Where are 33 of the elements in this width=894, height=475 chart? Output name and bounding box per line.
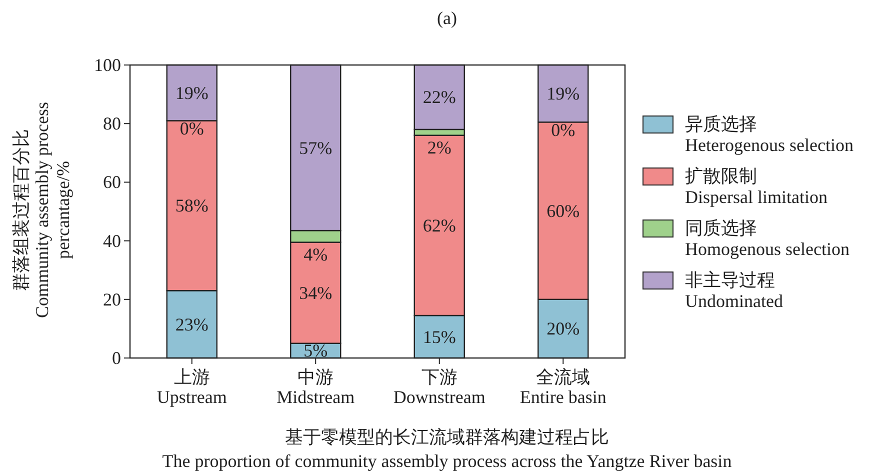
- y-tick-label: 80: [103, 114, 121, 134]
- data-label: 4%: [304, 244, 328, 264]
- data-label: 58%: [175, 196, 208, 216]
- y-tick-label: 100: [94, 55, 121, 75]
- data-label: 20%: [546, 318, 580, 339]
- data-label: 15%: [422, 326, 456, 347]
- data-label: 60%: [546, 200, 580, 221]
- y-tick-label: 20: [103, 289, 121, 310]
- data-label: 19%: [546, 84, 580, 104]
- data-label: 34%: [299, 282, 332, 303]
- chart-title: (a): [437, 8, 457, 28]
- data-label: 5%: [304, 340, 328, 361]
- data-label: 19%: [175, 82, 208, 103]
- data-label: 23%: [175, 314, 208, 334]
- legend-label: 异质选择 Heterogenous selection: [685, 114, 854, 155]
- data-label: 22%: [422, 87, 456, 108]
- x-tick-label: 上游 Upstream: [156, 367, 227, 407]
- y-tick-label: 40: [103, 230, 121, 251]
- data-label: 57%: [299, 138, 332, 158]
- legend-label: 扩散限制 Dispersal limitation: [685, 166, 828, 207]
- legend-label: 同质选择 Homogenous selection: [685, 218, 850, 259]
- x-axis-title: 基于零模型的长江流域群落构建过程占比 The proportion of community assembly process across the Yangtze River basin: [162, 427, 732, 471]
- data-label: 0%: [551, 120, 576, 140]
- y-tick-label: 0: [112, 348, 121, 368]
- y-tick-label: 60: [103, 172, 121, 192]
- x-tick-label: 中游 Midstream: [276, 367, 355, 407]
- x-tick-label: 下游 Downstream: [393, 367, 486, 407]
- y-axis-title: 群落组装过程百分比 Community assembly process percantage/%: [11, 102, 73, 318]
- data-label: 62%: [422, 215, 456, 236]
- legend-label: 非主导过程 Undominated: [685, 270, 783, 311]
- data-label: 2%: [427, 137, 452, 158]
- data-label: 0%: [180, 118, 204, 139]
- x-tick-label: 全流域 Entire basin: [520, 367, 606, 407]
